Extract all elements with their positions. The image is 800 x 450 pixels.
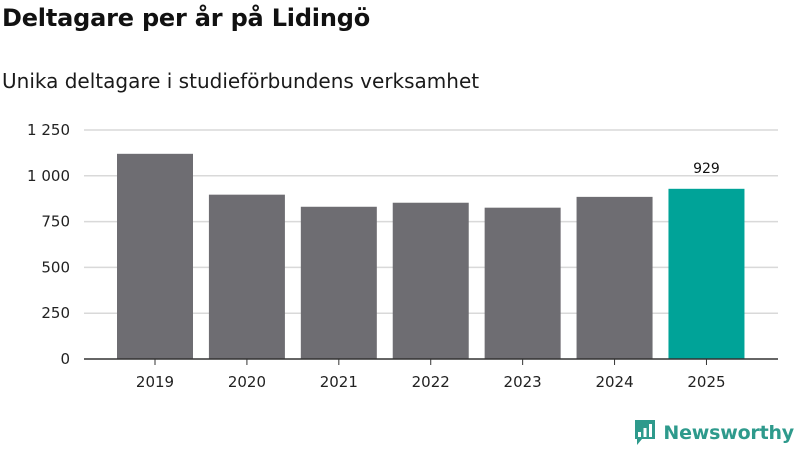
x-tick-label: 2023 — [504, 373, 542, 391]
x-tick-label: 2024 — [595, 373, 633, 391]
bar-2019 — [117, 153, 193, 359]
brand-name: Newsworthy — [663, 421, 794, 444]
y-tick-label: 1 000 — [27, 167, 70, 185]
y-tick-label: 1 250 — [27, 121, 70, 139]
bar-chart: 0 250 500 750 1 000 1 250 2019 2020 2021 2022 202… — [27, 121, 778, 391]
x-axis-ticks: 2019 2020 2021 2022 2023 2024 2025 — [136, 359, 726, 391]
y-tick-label: 500 — [41, 258, 70, 276]
x-tick-label: 2025 — [687, 373, 725, 391]
bar-2025 — [668, 188, 745, 359]
bars — [117, 153, 745, 359]
x-tick-label: 2022 — [412, 373, 450, 391]
chart-title: Deltagare per år på Lidingö — [2, 4, 370, 32]
y-tick-label: 750 — [41, 213, 70, 231]
x-tick-label: 2021 — [320, 373, 358, 391]
y-tick-label: 0 — [60, 350, 70, 368]
data-label-2025: 929 — [693, 161, 720, 177]
bar-2022 — [392, 202, 469, 359]
y-axis-ticks: 0 250 500 750 1 000 1 250 — [27, 121, 70, 368]
bar-2023 — [484, 207, 561, 359]
brand-logo: Newsworthy — [633, 419, 794, 446]
bar-2021 — [300, 206, 377, 359]
x-tick-label: 2019 — [136, 373, 174, 391]
x-tick-label: 2020 — [228, 373, 266, 391]
bar-2024 — [576, 196, 653, 359]
newsworthy-logo-icon — [635, 420, 656, 445]
data-labels: 929 — [693, 161, 720, 177]
chart-subtitle: Unika deltagare i studieförbundens verks… — [2, 69, 480, 93]
bar-2020 — [208, 194, 285, 359]
y-tick-label: 250 — [41, 304, 70, 322]
